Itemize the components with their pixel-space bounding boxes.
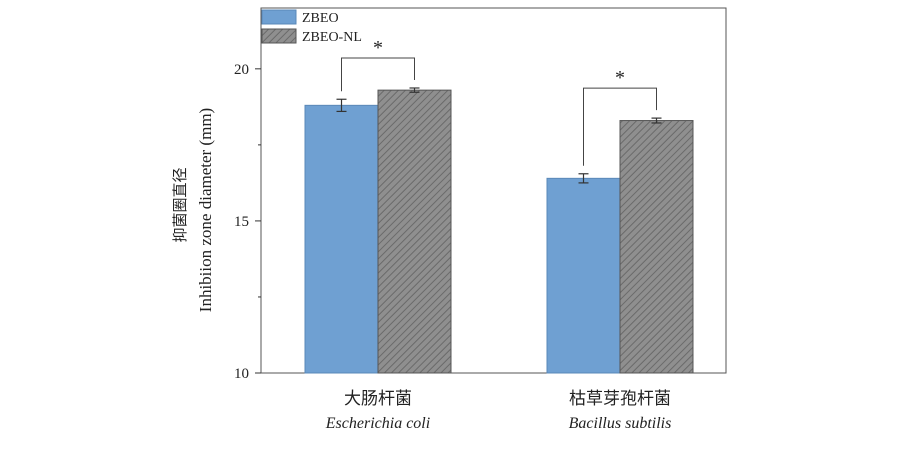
legend-swatch — [261, 9, 297, 25]
y-tick-label: 20 — [234, 62, 249, 78]
significance-mark: * — [373, 37, 383, 59]
significance-bracket — [583, 87, 657, 166]
y-tick-label: 15 — [234, 214, 249, 230]
legend-label: ZBEO-NL — [302, 30, 362, 45]
x-category-label-cn: 枯草芽孢杆菌 — [569, 389, 671, 408]
significance-mark: * — [615, 67, 625, 89]
x-category-label-cn: 大肠杆菌 — [344, 389, 412, 408]
legend-label: ZBEO — [302, 11, 339, 26]
plot-frame — [260, 7, 727, 374]
bar-zbeo — [546, 177, 621, 374]
bar-zbeo-nl — [619, 120, 694, 374]
x-category-label-latin: Bacillus subtilis — [569, 415, 672, 432]
y-axis-label: Inhibiion zone diameter (mm) — [196, 108, 215, 312]
legend-swatch — [261, 28, 297, 44]
x-category-label-latin: Escherichia coli — [325, 415, 430, 432]
bar-zbeo-nl — [377, 89, 452, 374]
bar-zbeo — [304, 104, 379, 374]
y-tick-label: 10 — [234, 366, 249, 382]
y-axis-label-cn: 抑菌圈直径 — [172, 167, 189, 242]
significance-bracket — [341, 57, 415, 92]
